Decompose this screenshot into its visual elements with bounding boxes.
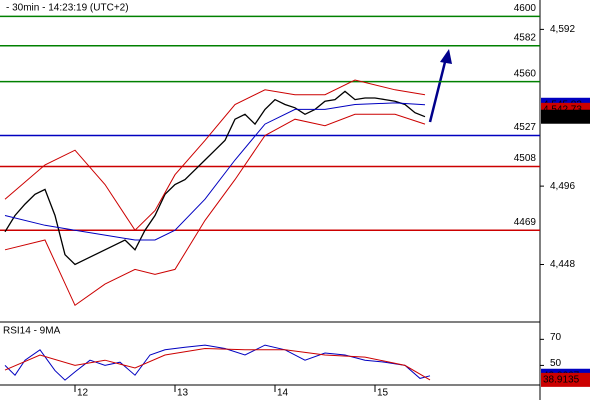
x-tick-label: 15 (377, 388, 389, 399)
level-label: 4560 (514, 68, 537, 79)
last-value-label: 4,538.5 (543, 111, 577, 122)
y-tick-label: 50 (550, 358, 562, 369)
level-label: 4600 (514, 3, 537, 14)
price-line (4, 90, 426, 266)
arrow-head (440, 49, 452, 64)
x-tick-label: 14 (277, 388, 289, 399)
last-value-box (541, 109, 590, 124)
level-label: 4527 (514, 122, 537, 133)
y-tick-label: 70 (550, 332, 562, 343)
last-value-box (541, 372, 590, 387)
y-tick-label: 4,496 (550, 181, 575, 192)
chart-title: - 30min - 14:23:19 (UTC+2) (6, 3, 129, 14)
y-tick-label: 4,592 (550, 24, 575, 35)
y-tick-label: 4,448 (550, 259, 575, 270)
x-tick-label: 13 (177, 388, 189, 399)
level-label: 4469 (514, 217, 537, 228)
rsi-line (4, 344, 431, 381)
x-tick-label: 12 (77, 388, 89, 399)
panel-title: RSI14 - 9MA (3, 326, 61, 337)
level-label: 4508 (514, 153, 537, 164)
last-value-label: 38.9135 (543, 375, 580, 386)
price-line (4, 79, 426, 231)
arrow (428, 57, 448, 123)
rsi-line (4, 347, 431, 381)
level-label: 4582 (514, 32, 537, 43)
price-line (4, 102, 426, 241)
price-line (4, 113, 426, 307)
